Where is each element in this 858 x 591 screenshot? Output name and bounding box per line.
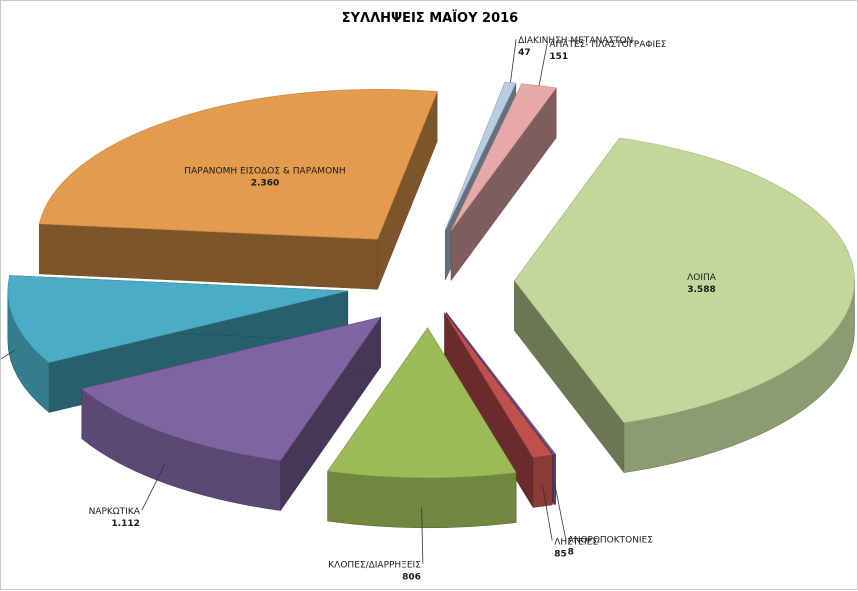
slice-label: ΠΑΡΑΝΟΜΗ ΕΙΣΟΔΟΣ & ΠΑΡΑΜΟΝΗ — [184, 166, 345, 176]
pie-slice-top — [450, 83, 557, 231]
slice-label: ΑΠΑΤΕΣ- ΠΛΑΣΤΟΓΡΑΦΙΕΣ — [549, 40, 666, 50]
slice-value-label: 151 — [549, 52, 568, 62]
pie-slice-1 — [514, 137, 855, 474]
slice-value-label: 47 — [518, 48, 531, 58]
label-leader-line — [141, 463, 166, 511]
pie-slice-5 — [81, 316, 382, 512]
label-leader-line — [1, 349, 15, 360]
label-leader-line — [421, 507, 424, 564]
slice-value-label: 85 — [554, 550, 567, 560]
pie-slice-top — [444, 312, 553, 458]
pie-slice-top — [81, 316, 382, 461]
pie-slice-top — [327, 327, 517, 479]
label-leader-line — [554, 484, 566, 539]
slice-value-label: 806 — [402, 573, 421, 583]
slice-label: ΝΑΡΚΩΤΙΚΑ — [89, 507, 141, 517]
pie-slice-top — [445, 81, 517, 230]
pie-slice-9 — [450, 83, 557, 282]
pie-slice-top — [514, 137, 855, 423]
slice-label: ΔΙΑΚΙΝΗΣΗ ΜΕΤΑΝΑΣΤΩΝ — [518, 36, 633, 46]
pie-slice-top — [7, 275, 348, 363]
slice-label: ΛΗΣΤΕΙΕΣ — [554, 538, 598, 548]
slice-value-label: 3.588 — [687, 285, 715, 295]
pie-slice-3 — [444, 311, 553, 509]
slice-label: ΛΟΙΠΑ — [687, 273, 717, 283]
slice-value-label: 8 — [568, 547, 574, 557]
slice-label: ΚΛΟΠΕΣ/ΔΙΑΡΡΗΞΕΙΣ — [328, 561, 421, 571]
pie-slice-edge — [532, 454, 553, 508]
pie-slice-top — [446, 312, 557, 455]
pie-slice-edge — [553, 453, 556, 505]
slice-value-label: 2.360 — [251, 178, 279, 188]
slice-value-label: 1.112 — [111, 519, 139, 529]
label-leader-line — [510, 39, 517, 83]
label-leader-line — [538, 42, 548, 86]
pie-slice-top — [38, 88, 438, 240]
label-leader-line — [542, 486, 553, 541]
chart-title: ΣΥΛΛΗΨΕΙΣ ΜΑΪΟΥ 2016 — [342, 10, 518, 26]
pie-slice-4 — [327, 326, 517, 528]
pie-slice-7 — [38, 88, 438, 290]
slice-label: ΑΝΘΡΩΠΟΚΤΟΝΙΕΣ — [568, 535, 654, 545]
